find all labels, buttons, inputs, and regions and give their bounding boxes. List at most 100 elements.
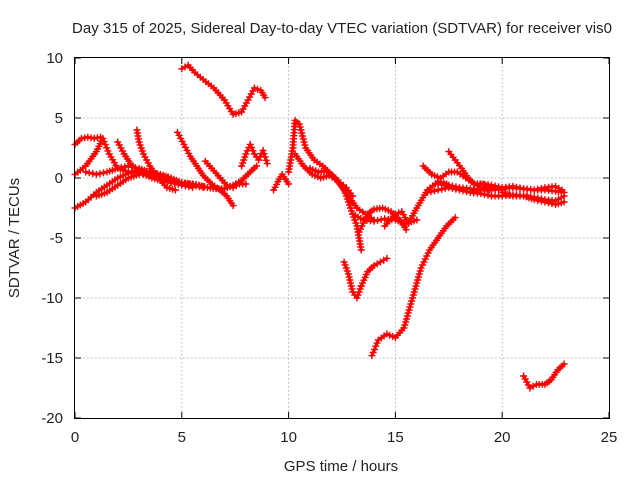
data-point-marker bbox=[242, 150, 250, 158]
series-arc18 bbox=[357, 254, 391, 290]
series-arc22 bbox=[368, 214, 459, 360]
data-point-marker bbox=[548, 200, 556, 208]
x-tick-label: 15 bbox=[387, 429, 404, 446]
data-point-marker bbox=[82, 168, 90, 176]
x-tick-label: 25 bbox=[601, 429, 618, 446]
series-arc7 bbox=[133, 126, 179, 194]
data-point-marker bbox=[250, 84, 258, 92]
plot-series bbox=[71, 61, 568, 392]
data-point-marker bbox=[427, 188, 435, 196]
data-point-marker bbox=[383, 254, 391, 262]
data-point-marker bbox=[534, 196, 542, 204]
series-arc14 bbox=[285, 116, 378, 224]
y-tick-label: 10 bbox=[46, 50, 63, 67]
data-point-marker bbox=[92, 170, 100, 178]
plot-frame bbox=[74, 57, 610, 419]
data-point-marker bbox=[349, 192, 357, 200]
data-point-marker bbox=[89, 170, 97, 178]
data-point-marker bbox=[560, 198, 568, 206]
series-arc6 bbox=[114, 138, 196, 192]
data-point-marker bbox=[253, 162, 261, 170]
data-point-marker bbox=[372, 342, 380, 350]
data-point-marker bbox=[171, 186, 179, 194]
data-point-marker bbox=[223, 181, 231, 189]
data-point-marker bbox=[445, 181, 453, 189]
data-point-marker bbox=[516, 184, 524, 192]
data-point-marker bbox=[377, 216, 385, 224]
data-point-marker bbox=[100, 138, 108, 145]
series-arc28 bbox=[477, 180, 566, 194]
data-point-marker bbox=[114, 164, 122, 172]
series-arc9 bbox=[178, 162, 261, 193]
data-point-marker bbox=[103, 144, 111, 152]
grid bbox=[75, 58, 609, 418]
x-tick-label: 10 bbox=[280, 429, 297, 446]
data-point-marker bbox=[495, 183, 503, 191]
data-point-marker bbox=[395, 209, 403, 217]
data-point-marker bbox=[174, 180, 182, 188]
data-point-marker bbox=[402, 226, 410, 234]
data-point-marker bbox=[229, 202, 237, 210]
data-point-marker bbox=[488, 181, 495, 189]
y-ticks: -20 -15 -10 -5 0 5 10 bbox=[41, 50, 609, 427]
x-tick-label: 0 bbox=[71, 429, 79, 446]
series-arc20 bbox=[355, 204, 410, 236]
data-point-marker bbox=[226, 182, 234, 190]
data-point-marker bbox=[121, 163, 129, 171]
x-ticks: 0 5 10 15 20 25 bbox=[71, 58, 618, 446]
data-point-marker bbox=[259, 146, 267, 154]
data-point-marker bbox=[254, 85, 262, 93]
data-point-marker bbox=[99, 134, 107, 142]
y-axis-label: SDTVAR / TECUs bbox=[6, 178, 23, 298]
data-point-marker bbox=[370, 217, 378, 225]
series-arc29 bbox=[498, 188, 568, 208]
data-point-marker bbox=[530, 186, 538, 194]
data-point-marker bbox=[541, 198, 549, 206]
data-point-marker bbox=[100, 169, 107, 177]
data-point-marker bbox=[104, 147, 112, 155]
data-point-marker bbox=[246, 140, 254, 148]
y-tick-label: -5 bbox=[50, 230, 63, 247]
data-point-marker bbox=[545, 199, 552, 207]
y-tick-label: -15 bbox=[41, 350, 63, 367]
series-arc30 bbox=[520, 360, 568, 392]
data-point-marker bbox=[249, 147, 257, 155]
data-point-marker bbox=[242, 180, 250, 188]
x-axis-label: GPS time / hours bbox=[284, 458, 398, 475]
data-point-marker bbox=[285, 180, 293, 188]
data-point-marker bbox=[255, 156, 263, 164]
data-point-marker bbox=[357, 246, 365, 254]
series-arc17 bbox=[340, 258, 365, 302]
data-point-marker bbox=[560, 192, 568, 200]
data-point-marker bbox=[263, 160, 271, 168]
data-point-marker bbox=[368, 352, 376, 360]
data-point-marker bbox=[85, 169, 93, 177]
series-arc21 bbox=[381, 178, 451, 230]
data-point-marker bbox=[369, 349, 377, 356]
data-point-marker bbox=[477, 190, 485, 198]
data-point-marker bbox=[484, 191, 492, 199]
data-point-marker bbox=[534, 185, 542, 193]
data-point-marker bbox=[371, 345, 378, 353]
y-tick-label: 0 bbox=[55, 170, 63, 187]
data-point-marker bbox=[167, 179, 175, 187]
data-point-marker bbox=[434, 186, 442, 194]
data-point-marker bbox=[509, 182, 517, 190]
data-point-marker bbox=[558, 186, 566, 194]
data-point-marker bbox=[248, 144, 256, 152]
series-arc10 bbox=[178, 61, 269, 118]
x-tick-label: 5 bbox=[178, 429, 186, 446]
data-point-marker bbox=[146, 168, 154, 176]
data-point-marker bbox=[560, 360, 568, 368]
y-tick-label: 5 bbox=[55, 110, 63, 127]
data-point-marker bbox=[537, 184, 545, 192]
data-point-marker bbox=[96, 170, 104, 178]
data-point-marker bbox=[261, 94, 269, 102]
data-point-marker bbox=[480, 190, 488, 198]
data-point-marker bbox=[374, 216, 382, 224]
x-tick-label: 20 bbox=[494, 429, 511, 446]
chart-title: Day 315 of 2025, Sidereal Day-to-day VTE… bbox=[72, 20, 612, 37]
data-point-marker bbox=[260, 150, 268, 158]
series-arc1 bbox=[71, 133, 105, 148]
